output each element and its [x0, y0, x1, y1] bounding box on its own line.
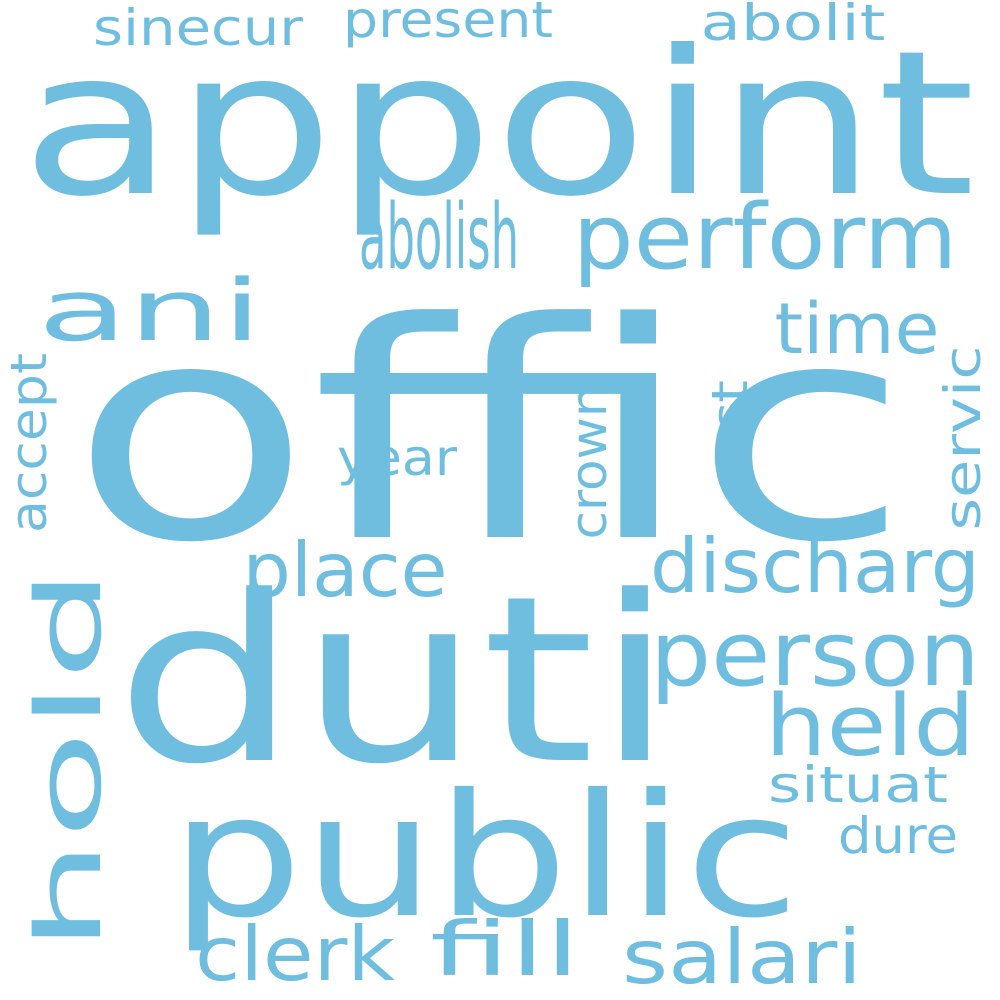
- word-dure: dure: [838, 807, 958, 865]
- word-situat: situat: [768, 756, 948, 814]
- word-abolit: abolit: [701, 0, 886, 52]
- word-place: place: [243, 526, 448, 614]
- word-appoint: appoint: [21, 8, 976, 241]
- word-clerk: clerk: [195, 910, 396, 998]
- word-fill: fill: [430, 905, 580, 993]
- word-year: year: [337, 429, 457, 487]
- word-hold: held: [765, 677, 975, 776]
- word-discharg: discharg: [650, 522, 980, 610]
- word-crown: crown: [560, 385, 618, 540]
- word-offic: offic: [70, 259, 910, 608]
- word-public: public: [170, 758, 800, 956]
- word-held: ani: [38, 262, 263, 361]
- word-servic: servic: [934, 346, 992, 531]
- word-salari: salari: [622, 913, 862, 1000]
- word-accept: accept: [0, 353, 58, 533]
- word-time: time: [775, 288, 940, 370]
- word-present: present: [343, 0, 553, 49]
- word-abolish: hold: [17, 568, 122, 953]
- word-duti: duti: [115, 548, 675, 815]
- word-person: person: [650, 602, 980, 707]
- word-perform: perform: [573, 185, 958, 290]
- word-ani: abolish: [359, 185, 519, 290]
- word-act: act: [701, 380, 759, 470]
- word-sinecur: sinecur: [93, 0, 303, 57]
